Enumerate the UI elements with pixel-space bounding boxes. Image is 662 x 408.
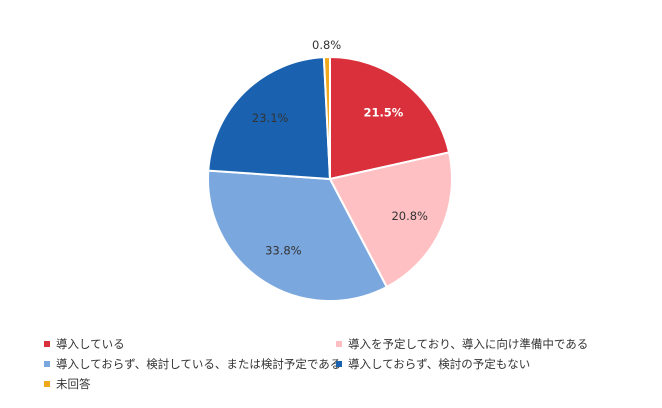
legend-label-5: 未回答 bbox=[56, 377, 91, 391]
legend-label-1: 導入している bbox=[56, 337, 125, 351]
legend-swatch-1 bbox=[44, 341, 50, 347]
legend-label-3: 導入しておらず、検討している、または検討予定である bbox=[56, 357, 342, 371]
pie-slice-4 bbox=[207, 56, 332, 181]
legend-item-4: 導入しておらず、検討の予定もない bbox=[336, 356, 530, 372]
pie-slice-5 bbox=[322, 55, 331, 180]
legend-swatch-5 bbox=[44, 381, 50, 387]
legend-label-2: 導入を予定しており、導入に向け準備中である bbox=[348, 337, 589, 351]
legend-label-4: 導入しておらず、検討の予定もない bbox=[348, 357, 531, 371]
pie-slice-2 bbox=[328, 151, 453, 289]
legend-item-1: 導入している bbox=[44, 336, 125, 352]
pie-chart-svg: 21.5% 20.8% 33.8% 23.1% 0.8% bbox=[207, 38, 453, 302]
legend-item-3: 導入しておらず、検討している、または検討予定である bbox=[44, 356, 341, 372]
legend-swatch-2 bbox=[336, 341, 342, 347]
pie-slice-1 bbox=[329, 55, 451, 181]
legend-swatch-4 bbox=[336, 361, 342, 367]
data-label-2: 20.8% bbox=[391, 209, 428, 223]
data-label-4: 23.1% bbox=[252, 111, 289, 125]
pie-slice-3 bbox=[207, 169, 389, 302]
legend-item-5: 未回答 bbox=[44, 376, 91, 392]
data-label-1: 21.5% bbox=[363, 105, 403, 119]
legend-swatch-3 bbox=[44, 361, 50, 367]
data-label-5: 0.8% bbox=[312, 38, 341, 52]
legend-item-2: 導入を予定しており、導入に向け準備中である bbox=[336, 336, 588, 352]
data-label-3: 33.8% bbox=[265, 244, 302, 258]
